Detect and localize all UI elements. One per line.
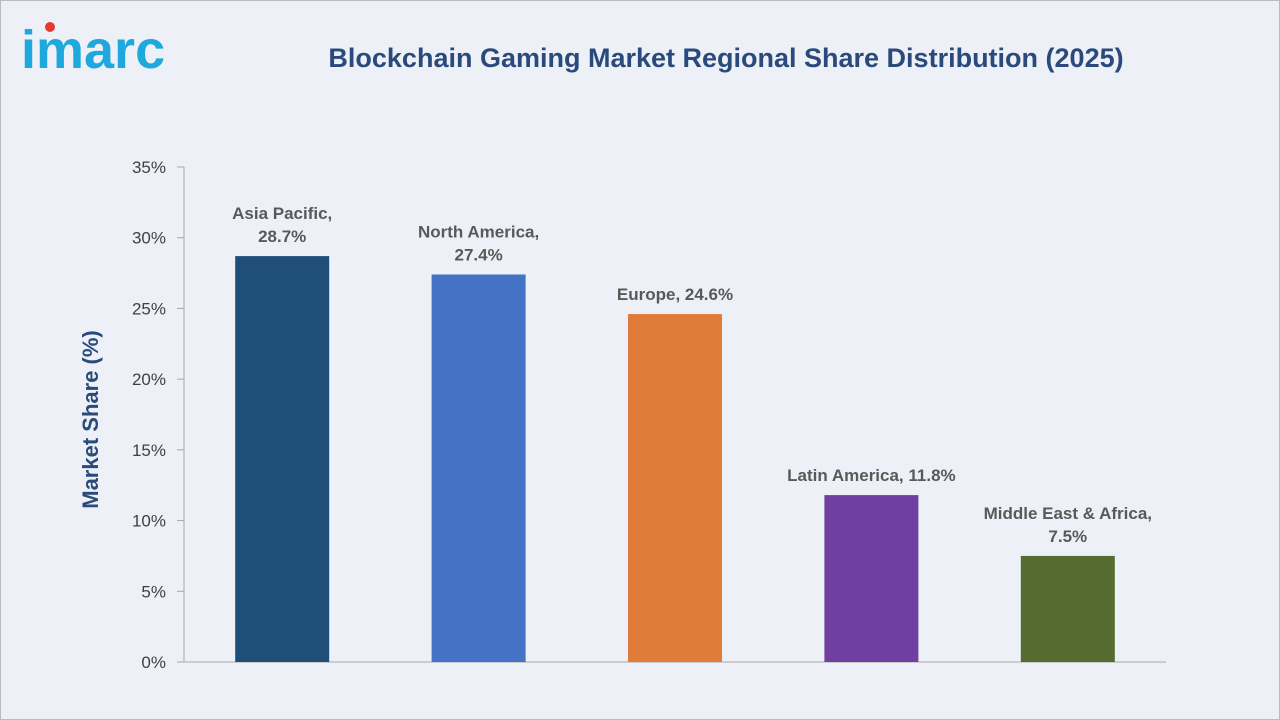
y-tick-label: 5% — [141, 582, 166, 601]
bar-asia-pacific — [235, 256, 330, 662]
data-label: 7.5% — [1048, 527, 1087, 546]
data-label: Middle East & Africa, — [984, 504, 1152, 523]
y-tick-label: 25% — [132, 299, 166, 318]
logo-text: imarc — [21, 20, 166, 80]
data-label: Europe, 24.6% — [617, 285, 733, 304]
data-label: 27.4% — [454, 245, 502, 264]
imarc-logo — [21, 9, 211, 84]
chart-title: Blockchain Gaming Market Regional Share … — [328, 43, 1124, 73]
bar-middle-east-africa — [1020, 555, 1115, 662]
y-tick-label: 30% — [132, 229, 166, 248]
y-tick-label: 15% — [132, 441, 166, 460]
data-label: 28.7% — [258, 227, 306, 246]
bar-latin-america — [824, 495, 919, 662]
y-tick-label: 10% — [132, 512, 166, 531]
bar-europe — [628, 314, 722, 662]
bar-north-america — [431, 274, 526, 662]
y-tick-label: 20% — [132, 370, 166, 389]
data-label: North America, — [418, 222, 539, 241]
y-tick-label: 35% — [132, 158, 166, 177]
logo-dot-icon — [45, 22, 55, 32]
data-label: Latin America, 11.8% — [787, 466, 956, 485]
y-tick-label: 0% — [141, 653, 166, 672]
y-axis-title: Market Share (%) — [78, 330, 103, 509]
data-label: Asia Pacific, — [232, 204, 332, 223]
